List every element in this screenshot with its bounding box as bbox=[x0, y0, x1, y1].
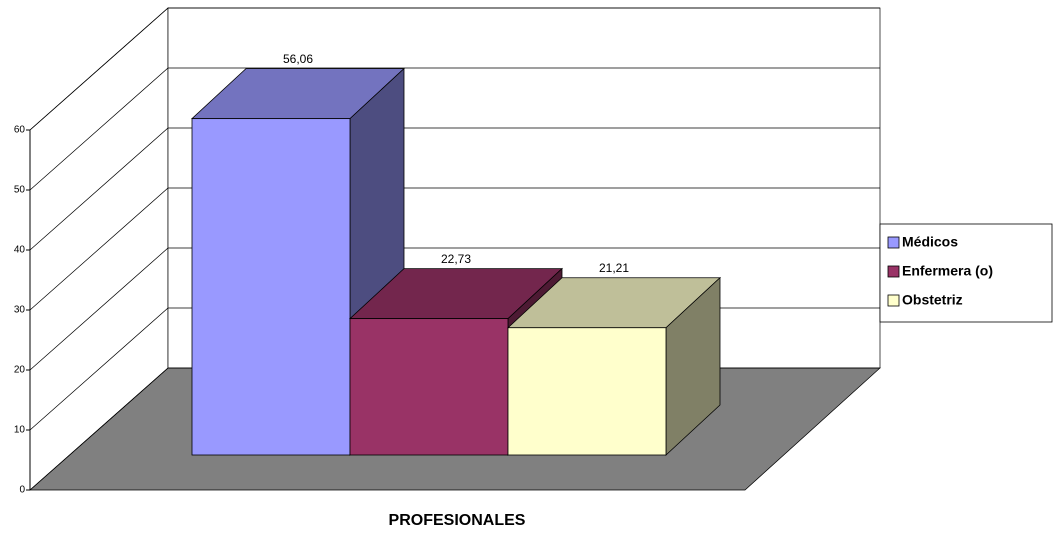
bar bbox=[349, 318, 509, 456]
y-tick-label: 10 bbox=[14, 425, 26, 436]
legend-label: Enfermera (o) bbox=[902, 263, 993, 279]
grid-line bbox=[29, 187, 880, 311]
grid-line bbox=[29, 127, 880, 251]
value-label: 22,73 bbox=[441, 252, 471, 266]
grid-line bbox=[29, 67, 880, 191]
grid-line bbox=[29, 7, 880, 131]
bar bbox=[191, 118, 351, 456]
y-tick-label: 50 bbox=[14, 185, 26, 196]
legend-label: Obstetriz bbox=[902, 292, 963, 308]
grid-line bbox=[29, 247, 880, 371]
legend-box bbox=[879, 223, 1053, 323]
x-axis-label: PROFESIONALES bbox=[389, 512, 526, 529]
legend-swatch bbox=[887, 265, 900, 278]
y-tick-label: 40 bbox=[14, 245, 26, 256]
y-tick-label: 20 bbox=[14, 365, 26, 376]
bar bbox=[507, 327, 667, 456]
y-tick-label: 30 bbox=[14, 305, 26, 316]
legend-label: Médicos bbox=[902, 234, 958, 250]
value-label: 21,21 bbox=[599, 261, 629, 275]
y-tick-label: 0 bbox=[19, 485, 25, 496]
value-label: 56,06 bbox=[283, 52, 313, 66]
legend-swatch bbox=[887, 294, 900, 307]
legend-swatch bbox=[887, 236, 900, 249]
y-tick-label: 60 bbox=[14, 125, 26, 136]
